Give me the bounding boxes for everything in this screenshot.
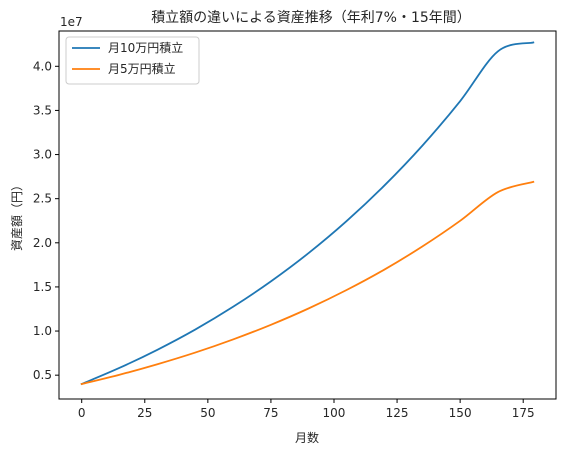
x-tick-label: 50 — [200, 406, 215, 420]
legend-label-1: 月10万円積立 — [108, 40, 183, 55]
y-tick-label: 2.5 — [33, 192, 52, 206]
y-tick-label: 1.0 — [33, 324, 52, 338]
y-tick-label: 2.0 — [33, 236, 52, 250]
y-axis-label: 資産額（円） — [9, 179, 24, 251]
y-tick-label: 3.5 — [33, 103, 52, 117]
y-tick-label: 4.0 — [33, 59, 52, 73]
plot-area — [80, 41, 535, 386]
series-line-2 — [80, 180, 535, 386]
x-tick-label: 125 — [386, 406, 409, 420]
series-line-1 — [80, 41, 535, 386]
y-tick-label: 0.5 — [33, 368, 52, 382]
x-tick-label: 175 — [512, 406, 535, 420]
chart-title: 積立額の違いによる資産推移（年利7%・15年間） — [151, 10, 471, 26]
y-scale-label: 1e7 — [60, 15, 83, 29]
x-tick-label: 150 — [449, 406, 472, 420]
y-tick-label: 3.0 — [33, 148, 52, 162]
x-tick-label: 25 — [137, 406, 152, 420]
x-tick-label: 100 — [323, 406, 346, 420]
x-axis-label: 月数 — [295, 430, 319, 445]
x-tick-label: 75 — [263, 406, 278, 420]
x-tick-label: 0 — [78, 406, 86, 420]
axes-frame — [58, 30, 557, 400]
y-tick-label: 1.5 — [33, 280, 52, 294]
legend-label-2: 月5万円積立 — [108, 61, 176, 76]
